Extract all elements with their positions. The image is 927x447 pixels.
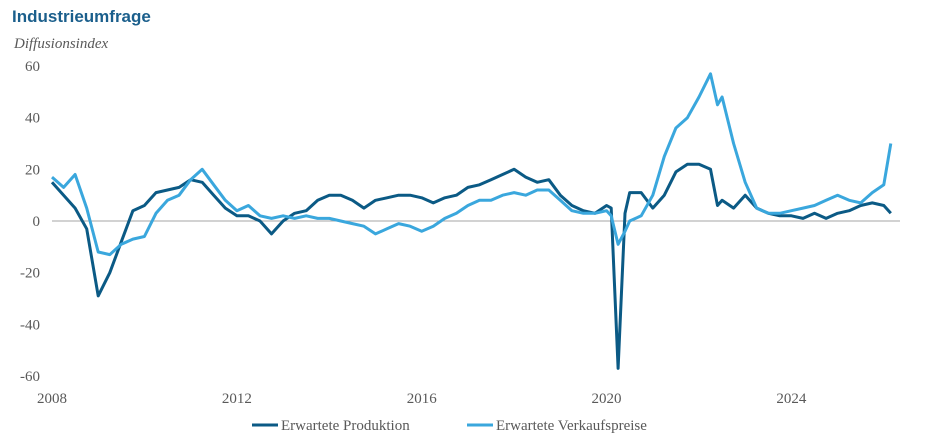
y-axis-label: Diffusionsindex (13, 36, 109, 52)
y-tick-label: 40 (25, 111, 40, 127)
x-tick-label: 2016 (407, 391, 438, 407)
y-tick-label: 0 (33, 214, 41, 230)
y-tick-label: 20 (25, 162, 40, 178)
y-tick-label: -20 (20, 266, 40, 282)
legend-label: Erwartete Verkaufspreise (496, 418, 647, 434)
x-tick-label: 2024 (776, 391, 807, 407)
line-series (51, 72, 893, 257)
y-tick-label: -60 (20, 369, 40, 385)
line-series (50, 162, 892, 370)
y-tick-label: -40 (20, 317, 40, 333)
chart-title: Industrieumfrage (12, 7, 151, 26)
x-tick-label: 2008 (37, 391, 67, 407)
y-tick-label: 60 (25, 59, 40, 75)
x-tick-label: 2012 (222, 391, 252, 407)
x-tick-label: 2020 (592, 391, 622, 407)
legend-label: Erwartete Produktion (281, 418, 410, 434)
